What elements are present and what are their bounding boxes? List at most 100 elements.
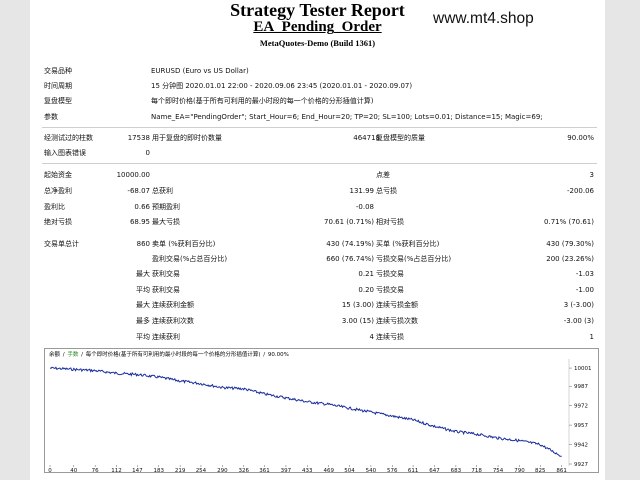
errors-value: 0 [145, 149, 150, 157]
x-tick-label: 825 [535, 468, 546, 473]
gross-profit-label: 总获利 [152, 187, 173, 195]
net-profit-value: -68.07 [127, 187, 150, 195]
long-positions-value: 430 (79.30%) [546, 240, 594, 248]
x-tick-label: 0 [48, 468, 52, 473]
consec-wins-value: 15 (3.00) [341, 301, 374, 309]
chart-caption-bg [48, 349, 342, 358]
largest-profit-value: 0.21 [358, 270, 374, 278]
maximum-label: 最大 [136, 301, 150, 309]
largest-profit-label: 获利交易 [152, 270, 180, 278]
chart-caption: 余额 / 手数 / 每个即时价格(基于所有可利用的最小时段的每一个价格的分形插值… [49, 350, 289, 358]
consec-loss-label: 连续亏损次数 [376, 317, 418, 325]
max-drawdown-value: 70.61 (0.71%) [324, 218, 374, 226]
balance-chart: 余额 / 手数 / 每个即时价格(基于所有可利用的最小时段的每一个价格的分形插值… [44, 348, 599, 474]
short-positions-label: 卖单 (%获利百分比) [152, 240, 216, 248]
avg-consec-losses-label: 连续亏损 [376, 333, 404, 341]
divider [42, 163, 597, 164]
x-tick-label: 683 [451, 468, 462, 473]
x-tick-label: 361 [259, 468, 270, 473]
consec-losses-label: 连续亏损金额 [376, 301, 418, 309]
average-loss-label: 亏损交易 [376, 286, 404, 294]
max-drawdown-label: 最大亏损 [152, 218, 180, 226]
x-tick-label: 397 [281, 468, 292, 473]
consec-profit-label: 连续获利次数 [152, 317, 194, 325]
caption-quality: 90.00% [268, 352, 289, 358]
rel-drawdown-value: 0.71% (70.61) [544, 218, 594, 226]
profit-factor-value: 0.66 [134, 203, 150, 211]
x-tick-label: 504 [344, 468, 355, 473]
chart-frame [44, 348, 599, 473]
abs-drawdown-value: 68.95 [129, 218, 150, 226]
x-tick-label: 469 [323, 468, 334, 473]
watermark: www.mt4.shop [433, 10, 534, 27]
period-label: 时间周期 [44, 82, 72, 90]
total-trades-value: 860 [136, 240, 150, 248]
average-label: 平均 [136, 286, 150, 294]
period-value: 15 分钟图 2020.01.01 22:00 - 2020.09.06 23:… [151, 82, 413, 90]
largest-loss-label: 亏损交易 [376, 270, 404, 278]
y-tick-label: 9987 [574, 384, 588, 390]
parameters-value: Name_EA="PendingOrder"; Start_Hour=6; En… [151, 113, 543, 121]
avg-consec-losses-value: 1 [589, 333, 594, 341]
ticks-value: 464718 [353, 134, 380, 142]
expected-payoff-value: -0.08 [355, 203, 374, 211]
maximal-label: 最多 [136, 317, 150, 325]
y-tick-label: 9927 [574, 462, 588, 468]
ticks-label: 用于复盘的即时价数量 [152, 134, 222, 142]
y-axis: 10001 9987 9972 9957 9942 9927 [569, 366, 592, 468]
net-profit-label: 总净盈利 [44, 187, 72, 195]
report-page: Strategy Tester Report EA_Pending_Order … [30, 0, 605, 480]
consec-loss-value: -3.00 (3) [563, 317, 594, 325]
profit-trades-value: 660 (76.74%) [326, 255, 374, 263]
long-positions-label: 买单 (%获利百分比) [376, 240, 440, 248]
errors-label: 输入图表错误 [44, 149, 86, 157]
parameters-label: 参数 [44, 113, 58, 121]
y-tick-label: 9957 [574, 423, 588, 429]
symbol-value: EURUSD (Euro vs US Dollar) [151, 67, 249, 75]
x-tick-label: 147 [132, 468, 143, 473]
x-tick-label: 290 [217, 468, 228, 473]
y-tick-label: 10001 [574, 366, 592, 372]
symbol-label: 交易品种 [44, 67, 72, 75]
caption-sep: / [81, 352, 83, 358]
y-tick-label: 9942 [574, 443, 588, 449]
average-profit-value: 0.20 [358, 286, 374, 294]
x-tick-label: 183 [153, 468, 164, 473]
average-profit-label: 获利交易 [152, 286, 180, 294]
model-label: 复盘模型 [44, 97, 72, 105]
x-tick-label: 611 [408, 468, 419, 473]
short-positions-value: 430 (74.19%) [326, 240, 374, 248]
model-value: 每个即时价格(基于所有可利用的最小时段的每一个价格的分形插值计算) [151, 97, 374, 105]
caption-balance: 余额 [49, 350, 61, 358]
caption-sep: / [263, 352, 265, 358]
server-build: MetaQuotes-Demo (Build 1361) [259, 38, 376, 48]
expected-payoff-label: 预期盈利 [152, 203, 180, 211]
bars-label: 经测试过的柱数 [44, 134, 93, 142]
average-consec-label: 平均 [136, 333, 150, 341]
spread-label: 点差 [376, 171, 390, 179]
balance-line [49, 366, 562, 457]
gross-loss-value: -200.06 [566, 187, 594, 195]
spread-value: 3 [589, 171, 594, 179]
x-tick-label: 790 [514, 468, 525, 473]
deposit-value: 10000.00 [116, 171, 150, 179]
y-tick-label: 9972 [574, 404, 588, 410]
consec-profit-value: 3.00 (15) [341, 317, 374, 325]
x-tick-label: 861 [556, 468, 567, 473]
x-tick-label: 576 [387, 468, 398, 473]
x-tick-label: 112 [111, 468, 122, 473]
x-tick-label: 40 [70, 468, 77, 473]
bars-value: 17538 [127, 134, 150, 142]
x-tick-label: 76 [92, 468, 99, 473]
avg-consec-wins-label: 连续获利 [152, 333, 180, 341]
quality-value: 90.00% [567, 134, 594, 142]
consec-losses-value: 3 (-3.00) [563, 301, 594, 309]
divider [42, 127, 597, 128]
largest-label: 最大 [136, 270, 150, 278]
balance-chart-svg: 余额 / 手数 / 每个即时价格(基于所有可利用的最小时段的每一个价格的分形插值… [44, 348, 599, 474]
rel-drawdown-label: 相对亏损 [376, 218, 404, 226]
deposit-label: 起始资金 [44, 171, 72, 179]
caption-lots: 手数 [67, 350, 79, 358]
caption-model: 每个即时价格(基于所有可利用的最小时段的每一个价格的分形插值计算) [86, 350, 261, 358]
gross-profit-value: 131.99 [349, 187, 375, 195]
